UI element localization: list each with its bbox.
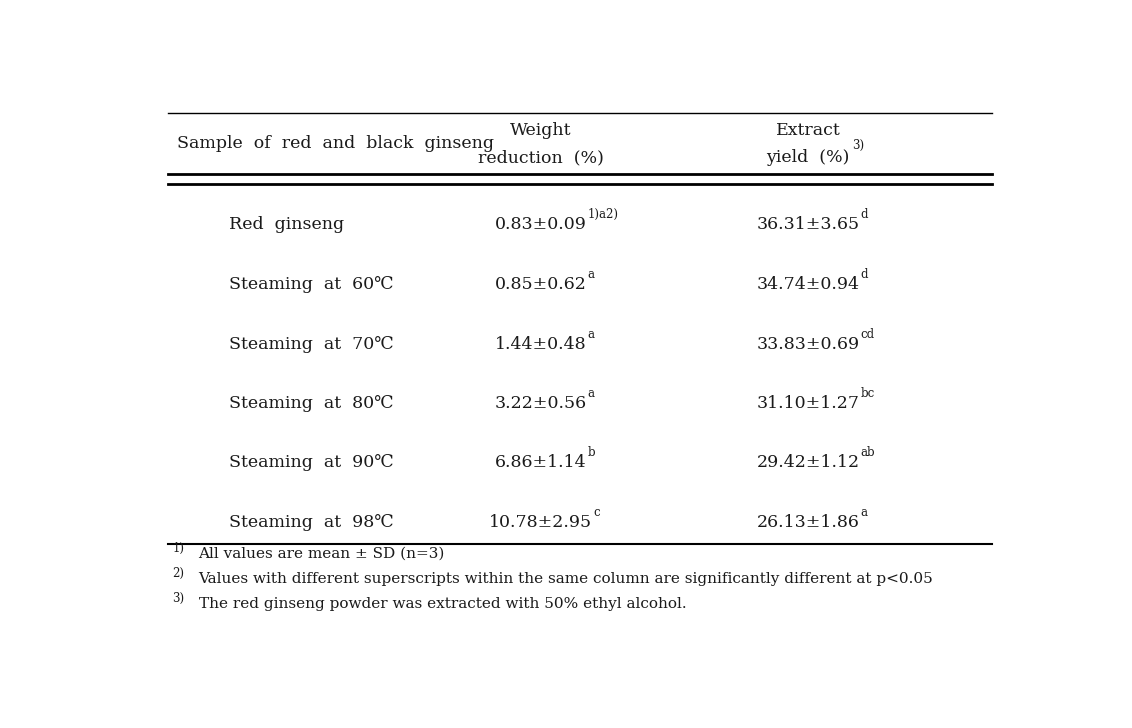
Text: 2): 2) — [172, 567, 185, 580]
Text: b: b — [588, 446, 595, 459]
Text: reduction  (%): reduction (%) — [478, 149, 603, 166]
Text: 1): 1) — [172, 542, 185, 555]
Text: 6.86±1.14: 6.86±1.14 — [495, 454, 586, 472]
Text: ab: ab — [860, 446, 875, 459]
Text: Steaming  at  98℃: Steaming at 98℃ — [229, 514, 394, 531]
Text: bc: bc — [860, 387, 875, 400]
Text: cd: cd — [860, 328, 875, 341]
Text: 33.83±0.69: 33.83±0.69 — [756, 336, 860, 352]
Text: 1)a2): 1)a2) — [588, 208, 618, 221]
Text: 3): 3) — [851, 138, 864, 151]
Text: 26.13±1.86: 26.13±1.86 — [757, 514, 859, 531]
Text: Steaming  at  70℃: Steaming at 70℃ — [229, 336, 394, 352]
Text: 29.42±1.12: 29.42±1.12 — [756, 454, 860, 472]
Text: a: a — [588, 387, 594, 400]
Text: 0.83±0.09: 0.83±0.09 — [495, 216, 586, 233]
Text: Extract: Extract — [775, 122, 841, 139]
Text: 3): 3) — [172, 592, 185, 605]
Text: Steaming  at  60℃: Steaming at 60℃ — [229, 276, 394, 293]
Text: 1.44±0.48: 1.44±0.48 — [495, 336, 586, 352]
Text: Steaming  at  90℃: Steaming at 90℃ — [229, 454, 394, 472]
Text: Values with different superscripts within the same column are significantly diff: Values with different superscripts withi… — [198, 572, 933, 586]
Text: d: d — [860, 268, 868, 281]
Text: Red  ginseng: Red ginseng — [229, 216, 344, 233]
Text: 31.10±1.27: 31.10±1.27 — [757, 395, 859, 412]
Text: 0.85±0.62: 0.85±0.62 — [495, 276, 586, 293]
Text: yield  (%): yield (%) — [766, 149, 850, 166]
Text: Weight: Weight — [509, 122, 572, 139]
Text: d: d — [860, 208, 868, 221]
Text: Steaming  at  80℃: Steaming at 80℃ — [229, 395, 394, 412]
Text: a: a — [588, 268, 594, 281]
Text: a: a — [588, 328, 594, 341]
Text: 34.74±0.94: 34.74±0.94 — [757, 276, 859, 293]
Text: 3.22±0.56: 3.22±0.56 — [495, 395, 586, 412]
Text: Sample  of  red  and  black  ginseng: Sample of red and black ginseng — [177, 135, 494, 152]
Text: 10.78±2.95: 10.78±2.95 — [489, 514, 592, 531]
Text: The red ginseng powder was extracted with 50% ethyl alcohol.: The red ginseng powder was extracted wit… — [198, 597, 686, 612]
Text: All values are mean ± SD (n=3): All values are mean ± SD (n=3) — [198, 547, 445, 561]
Text: a: a — [860, 506, 867, 519]
Text: 36.31±3.65: 36.31±3.65 — [756, 216, 860, 233]
Text: c: c — [593, 506, 600, 519]
